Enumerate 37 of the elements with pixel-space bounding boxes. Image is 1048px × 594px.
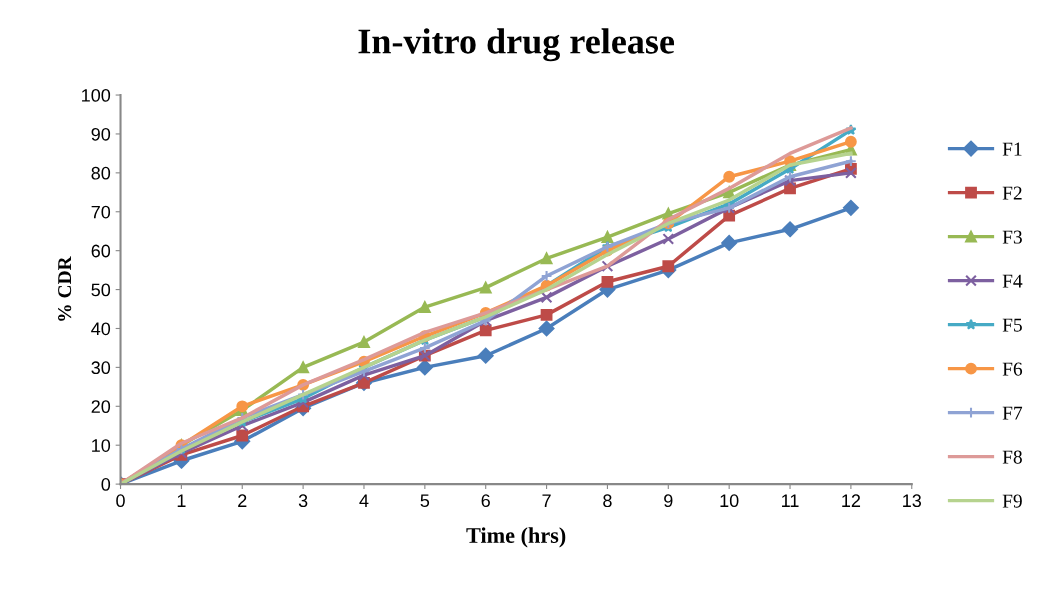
legend-label: F9 [1002, 494, 1022, 508]
y-tick-label: 40 [91, 322, 111, 336]
y-axis-title: % CDR [58, 256, 72, 321]
y-tick-label: 30 [91, 361, 111, 375]
y-tick-label: 0 [101, 478, 111, 491]
x-tick-label: 5 [420, 494, 430, 508]
x-tick-label: 12 [842, 494, 861, 507]
y-tick-label: 20 [91, 400, 111, 414]
x-tick-label: 1 [177, 494, 186, 507]
x-axis-title: Time (hrs) [466, 527, 566, 548]
y-tick-label: 60 [91, 244, 111, 258]
legend-label: F2 [1002, 186, 1022, 200]
x-tick-label: 4 [359, 494, 369, 507]
legend-label: F6 [1002, 362, 1023, 376]
x-tick-label: 9 [664, 494, 673, 508]
x-tick-label: 10 [720, 494, 739, 508]
chart-title: In-vitro drug release [358, 28, 675, 62]
y-tick-label: 70 [91, 205, 111, 219]
legend-label: F1 [1002, 142, 1022, 156]
legend-label: F8 [1002, 450, 1022, 464]
legend-label: F7 [1002, 406, 1023, 420]
y-tick-label: 10 [92, 439, 111, 452]
y-tick-label: 90 [91, 127, 111, 141]
x-tick-label: 11 [782, 494, 799, 507]
y-tick-label: 50 [91, 283, 111, 297]
x-tick-label: 8 [603, 494, 612, 508]
legend-label: F3 [1002, 230, 1022, 244]
legend-label: F5 [1002, 318, 1022, 332]
x-tick-label: 2 [238, 494, 247, 507]
legend-label: F4 [1002, 274, 1023, 288]
x-tick-label: 6 [481, 494, 490, 508]
y-tick-label: 100 [82, 88, 111, 102]
x-tick-label: 3 [298, 494, 308, 508]
x-tick-label: 7 [542, 494, 551, 507]
y-tick-label: 80 [91, 166, 111, 180]
x-tick-label: 13 [903, 494, 922, 508]
x-tick-label: 0 [116, 494, 125, 508]
